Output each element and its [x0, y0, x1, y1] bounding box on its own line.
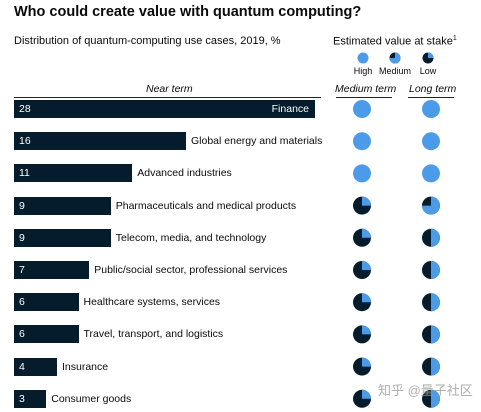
- medium-term-icon-advanced-industries: [353, 164, 371, 183]
- bar-insurance: [14, 357, 57, 376]
- legend-icon-high: [357, 52, 369, 64]
- long-term-icon-public-social-sector-professional-services-wedge: [431, 261, 440, 279]
- long-term-icon-healthcare-systems-services: [422, 293, 440, 312]
- bar-value-public-social-sector-professional-services: 7: [19, 264, 25, 276]
- legend-label-medium: Medium: [378, 66, 412, 76]
- medium-term-icon-healthcare-systems-services: [353, 293, 371, 312]
- long-term-icon-telecom-media-and-technology-wedge: [431, 228, 440, 247]
- long-term-icon-insurance-wedge: [431, 357, 440, 376]
- watermark: 知乎 @量子社区: [378, 383, 473, 398]
- bar-telecom-media-and-technology: [14, 228, 111, 247]
- bar-healthcare-systems-services: [14, 293, 79, 312]
- medium-term-icon-telecom-media-and-technology: [353, 228, 371, 247]
- column-head-medium-term: Medium term: [335, 83, 397, 95]
- bar-value-insurance: 4: [19, 360, 25, 373]
- chart-subtitle: Distribution of quantum-computing use ca…: [14, 35, 281, 47]
- medium-term-icon-global-energy-and-materials-base: [353, 132, 371, 151]
- long-term-icon-consumer-goods-wedge: [431, 389, 440, 408]
- medium-term-icon-finance: [353, 100, 371, 118]
- long-term-rule: [408, 97, 454, 98]
- bar-travel-transport-and-logistics: [14, 325, 79, 344]
- medium-term-icon-public-social-sector-professional-services-wedge: [362, 261, 371, 270]
- bar-value-finance: 28: [19, 103, 31, 115]
- long-term-icon-pharmaceuticals-and-medical-products-wedge: [422, 196, 440, 215]
- medium-term-icon-insurance: [353, 357, 371, 376]
- long-term-icon-pharmaceuticals-and-medical-products: [422, 196, 440, 215]
- bar-value-telecom-media-and-technology: 9: [19, 231, 25, 244]
- long-term-icon-global-energy-and-materials-base: [422, 132, 440, 151]
- bar-label-travel-transport-and-logistics: Travel, transport, and logistics: [83, 328, 224, 341]
- medium-term-icon-travel-transport-and-logistics-wedge: [362, 325, 371, 335]
- bar-label-telecom-media-and-technology: Telecom, media, and technology: [115, 231, 267, 244]
- bar-label-advanced-industries: Advanced industries: [137, 167, 232, 180]
- medium-term-icon-pharmaceuticals-and-medical-products-wedge: [362, 196, 371, 206]
- legend-label-high: High: [353, 66, 373, 76]
- legend-icon-low: [422, 52, 434, 64]
- bar-finance: [14, 100, 315, 118]
- medium-term-icon-consumer-goods: [353, 389, 371, 408]
- bar-label-public-social-sector-professional-services: Public/social sector, professional servi…: [94, 264, 288, 276]
- bar-value-pharmaceuticals-and-medical-products: 9: [19, 199, 25, 212]
- medium-term-icon-public-social-sector-professional-services: [353, 261, 371, 279]
- long-term-icon-finance-base: [422, 100, 440, 118]
- bar-label-finance: Finance: [271, 103, 309, 115]
- legend-icon-high-base: [357, 52, 369, 64]
- medium-term-icon-pharmaceuticals-and-medical-products: [353, 196, 371, 215]
- column-head-near-term: Near term: [146, 83, 193, 95]
- bar-label-global-energy-and-materials: Global energy and materials: [191, 135, 323, 148]
- bar-label-healthcare-systems-services: Healthcare systems, services: [83, 296, 221, 309]
- column-head-long-term: Long term: [409, 83, 457, 95]
- long-term-icon-healthcare-systems-services-wedge: [431, 293, 440, 312]
- medium-term-icon-travel-transport-and-logistics: [353, 325, 371, 344]
- medium-term-rule: [336, 97, 392, 98]
- bar-label-insurance: Insurance: [62, 360, 109, 373]
- bar-value-travel-transport-and-logistics: 6: [19, 328, 25, 341]
- long-term-icon-public-social-sector-professional-services: [422, 261, 440, 279]
- footnote-marker: 1: [452, 35, 457, 42]
- bar-global-energy-and-materials: [14, 132, 186, 151]
- chart-title: Who could create value with quantum comp…: [14, 4, 362, 20]
- medium-term-icon-healthcare-systems-services-wedge: [362, 293, 371, 303]
- bar-value-advanced-industries: 11: [19, 167, 30, 180]
- long-term-icon-global-energy-and-materials: [422, 132, 440, 151]
- legend-icon-medium: [389, 52, 401, 64]
- bar-advanced-industries: [14, 164, 133, 183]
- long-term-icon-telecom-media-and-technology: [422, 228, 440, 247]
- legend-label-low: Low: [419, 66, 437, 76]
- long-term-icon-insurance: [422, 357, 440, 376]
- near-term-rule: [14, 97, 321, 98]
- medium-term-icon-insurance-wedge: [362, 357, 371, 367]
- long-term-icon-travel-transport-and-logistics-wedge: [431, 325, 440, 344]
- medium-term-icon-global-energy-and-materials: [353, 132, 371, 151]
- bar-consumer-goods: [14, 389, 47, 408]
- long-term-icon-consumer-goods: [422, 389, 440, 408]
- bar-value-consumer-goods: 3: [19, 392, 25, 405]
- long-term-icon-finance: [422, 100, 440, 118]
- medium-term-icon-finance-base: [353, 100, 371, 118]
- medium-term-icon-telecom-media-and-technology-wedge: [362, 228, 371, 238]
- legend-title: Estimated value at stake1: [333, 35, 457, 48]
- bar-pharmaceuticals-and-medical-products: [14, 196, 111, 215]
- legend-icon-medium-wedge: [389, 52, 401, 64]
- long-term-icon-advanced-industries: [422, 164, 440, 183]
- bar-value-global-energy-and-materials: 16: [19, 135, 31, 148]
- bar-public-social-sector-professional-services: [14, 261, 90, 279]
- medium-term-icon-consumer-goods-wedge: [362, 389, 371, 399]
- bar-label-pharmaceuticals-and-medical-products: Pharmaceuticals and medical products: [115, 199, 297, 212]
- bar-label-consumer-goods: Consumer goods: [51, 392, 132, 405]
- medium-term-icon-advanced-industries-base: [353, 164, 371, 183]
- legend-title-text: Estimated value at stake: [333, 35, 453, 48]
- long-term-icon-travel-transport-and-logistics: [422, 325, 440, 344]
- legend-icon-low-wedge: [428, 52, 434, 58]
- bar-value-healthcare-systems-services: 6: [19, 296, 25, 309]
- long-term-icon-advanced-industries-base: [422, 164, 440, 183]
